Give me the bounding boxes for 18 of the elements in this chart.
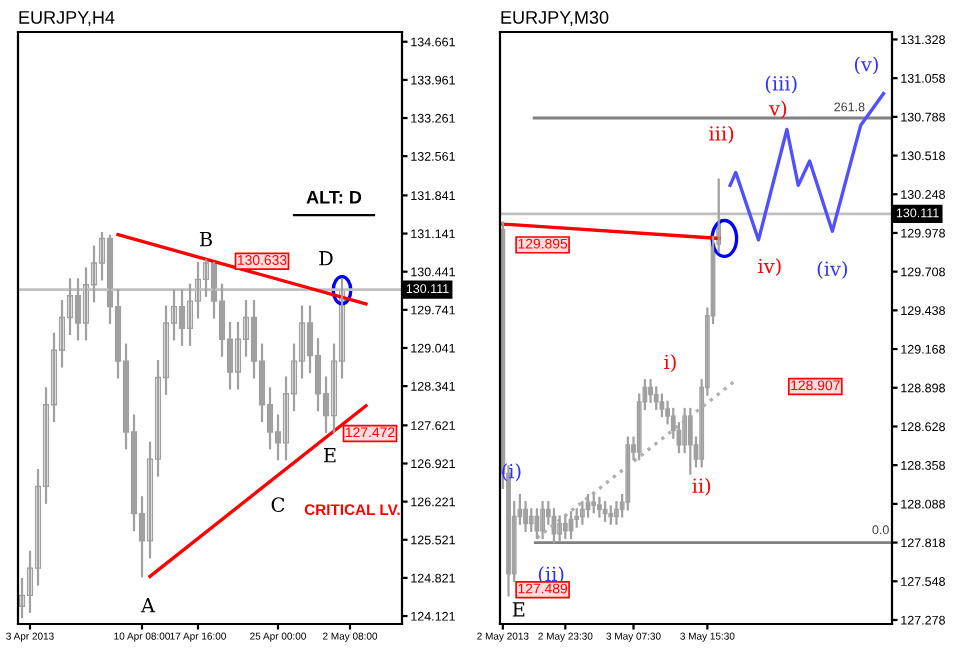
annotation: E	[323, 448, 336, 463]
annotation: ALT: D	[306, 190, 362, 204]
chart-title: EURJPY,M30	[501, 11, 609, 26]
annotation: C	[271, 497, 285, 513]
annotation: (v)	[854, 56, 878, 75]
annotation: iii)	[709, 125, 734, 144]
annotation: A	[140, 598, 156, 613]
annotation: D	[319, 251, 333, 266]
annotation: E	[512, 602, 525, 617]
chart-title: EURJPY,H4	[19, 11, 115, 26]
annotation: v)	[769, 100, 787, 119]
annotation: iv)	[758, 258, 781, 277]
annotation: B	[199, 232, 212, 247]
annotation: i)	[664, 354, 676, 373]
annotation: (i)	[502, 463, 521, 482]
annotation: (iii)	[765, 75, 797, 94]
annotation: ii)	[692, 477, 711, 496]
annotation: (iv)	[817, 260, 847, 279]
